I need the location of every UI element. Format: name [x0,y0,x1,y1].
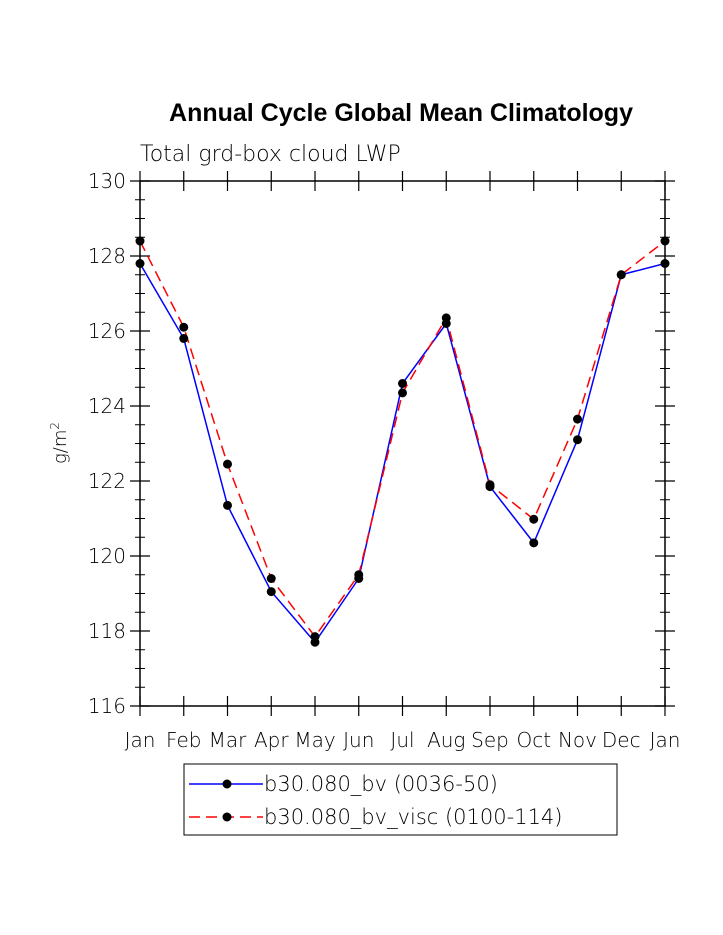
x-tick-label: May [294,728,335,752]
series-2-point [398,388,407,398]
y-tick-label: 122 [88,469,126,493]
series-line-1 [139,262,666,644]
series-1-point [223,500,232,510]
series-2-point [135,236,145,246]
series-2-point [441,313,451,323]
x-tick-label: Jan [125,728,156,752]
legend-marker-series-1 [222,779,232,789]
legend-label-series-2: b30.080_bv_visc (0100-114) [264,805,562,829]
series-line-2 [139,240,666,638]
y-tick-label: 126 [88,319,126,343]
x-tick-label: Jul [390,728,414,752]
series-1-point [573,435,582,445]
series-1-point [398,379,407,388]
series-2-point [616,270,626,280]
x-tick-label: Jun [343,728,374,752]
legend: b30.080_bv (0036-50) b30.080_bv_visc (01… [183,763,618,836]
y-tick-label: 116 [88,694,126,718]
x-tick-label: Dec [602,728,641,752]
series-2-point [179,322,189,332]
x-tick-label: Jan [650,728,681,752]
y-axis-label-text: g/m [50,430,71,464]
axis-ticks [130,171,675,716]
y-tick-label: 130 [88,169,126,193]
x-tick-label: Aug [427,728,465,752]
x-tick-label: Feb [166,728,201,752]
series-2-point [266,574,276,583]
series-1-point [266,587,276,597]
plot-frame [139,180,666,707]
chart-subtitle: Total grd-box cloud LWP [140,142,401,167]
series-2-point [310,632,320,642]
x-tick-label: Apr [254,728,289,752]
y-tick-labels: 116 118 120 122 124 126 128 130 [88,169,126,718]
legend-marker-series-2 [222,812,232,822]
chart-title: Annual Cycle Global Mean Climatology [169,99,633,127]
legend-box [183,763,618,836]
series-2-point [573,414,582,424]
series-1-point [660,259,670,268]
y-axis-label-superscript: 2 [48,422,62,430]
y-tick-label: 120 [88,544,126,568]
series-2-point [223,459,232,469]
series-layer [135,236,670,647]
y-tick-label: 124 [88,394,126,418]
series-1-point [179,334,189,343]
x-tick-label: Mar [209,728,248,752]
series-1-point [135,259,145,268]
legend-label-series-1: b30.080_bv (0036-50) [264,772,498,796]
x-tick-label: Nov [558,728,597,752]
series-2-point [660,236,670,246]
series-2-point [354,570,364,580]
x-tick-label: Oct [516,728,551,752]
x-tick-labels: Jan Feb Mar Apr May Jun Jul Aug Sep Oct Nov Dec Jan [125,728,681,752]
series-1-point [529,538,539,548]
series-2-point [529,514,539,524]
series-2-point [485,480,495,490]
x-tick-label: Sep [471,728,509,752]
y-tick-label: 128 [88,244,126,268]
y-tick-label: 118 [88,619,126,643]
y-axis-label: g/m2 [48,422,71,464]
